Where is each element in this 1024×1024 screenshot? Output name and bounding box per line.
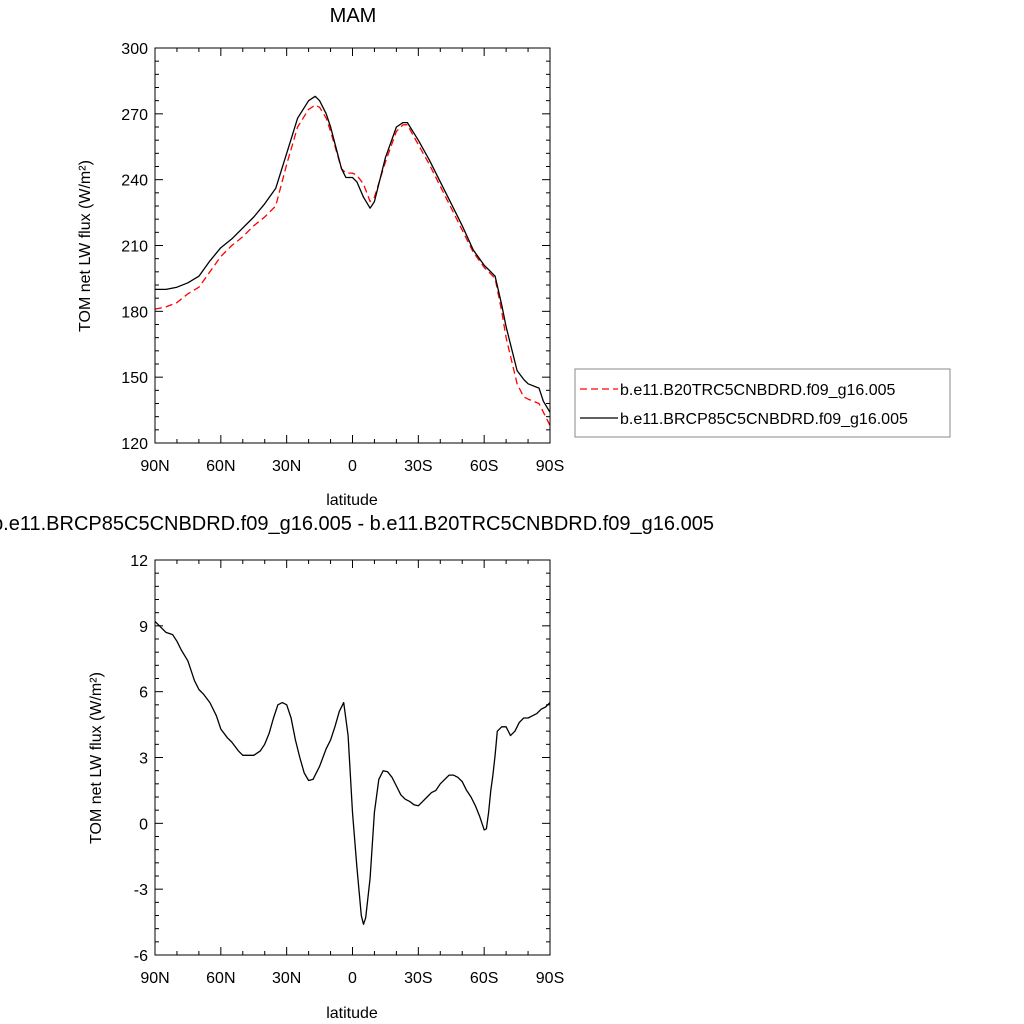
bottom-x-axis-title: latitude	[326, 1005, 378, 1022]
bottom-series-lines	[154, 620, 551, 925]
bottom-y-tick-label: 9	[139, 619, 148, 636]
top-x-tick-label: 90S	[536, 458, 564, 475]
legend-label-series-2: b.e11.BRCP85C5CNBDRD.f09_g16.005	[620, 411, 908, 428]
top-panel: MAM TOM net LW flux (W/m²) 120 150 180 210 2…	[77, 5, 951, 509]
bottom-y-tick-label: 12	[130, 553, 148, 570]
top-y-tick-label: 120	[121, 436, 148, 453]
bottom-x-ticks: 90N 60N 30N 0 30S 60S 90S	[140, 560, 564, 987]
bottom-y-tick-label: -6	[134, 948, 148, 965]
top-x-tick-label: 30S	[404, 458, 432, 475]
top-series-line-1	[154, 104, 551, 426]
bottom-y-axis-title: TOM net LW flux (W/m²)	[88, 672, 105, 844]
top-y-tick-label: 270	[121, 107, 148, 124]
bottom-y-tick-label: -3	[134, 882, 148, 899]
bottom-series-line-1	[154, 620, 551, 925]
bottom-x-tick-label: 30S	[404, 970, 432, 987]
top-x-tick-label: 90N	[140, 458, 169, 475]
bottom-x-tick-label: 0	[348, 970, 357, 987]
bottom-x-tick-label: 30N	[272, 970, 301, 987]
top-series-line-2	[155, 95, 551, 413]
bottom-y-tick-label: 6	[139, 685, 148, 702]
top-x-tick-label: 60N	[206, 458, 235, 475]
top-y-tick-label: 180	[121, 304, 148, 321]
top-chart-title: MAM	[330, 5, 377, 27]
bottom-x-tick-label: 90S	[536, 970, 564, 987]
legend-label-series-1: b.e11.B20TRC5CNBDRD.f09_g16.005	[620, 382, 896, 399]
top-y-tick-label: 300	[121, 41, 148, 58]
top-x-tick-label: 30N	[272, 458, 301, 475]
bottom-x-tick-label: 60S	[470, 970, 498, 987]
top-y-tick-label: 240	[121, 173, 148, 190]
top-plot-frame	[154, 47, 551, 444]
top-y-tick-label: 210	[121, 239, 148, 256]
top-x-tick-label: 0	[348, 458, 357, 475]
bottom-y-tick-label: 3	[139, 751, 148, 768]
legend-box	[574, 368, 951, 438]
top-y-axis-title: TOM net LW flux (W/m²)	[77, 160, 94, 332]
top-x-axis-title: latitude	[326, 492, 378, 509]
top-y-ticks: 120 150 180 210 240 270 300	[121, 41, 550, 453]
bottom-chart-title: b.e11.BRCP85C5CNBDRD.f09_g16.005 - b.e11…	[0, 513, 714, 535]
top-series-lines	[154, 95, 551, 426]
bottom-panel: b.e11.BRCP85C5CNBDRD.f09_g16.005 - b.e11…	[0, 513, 714, 1022]
top-x-ticks: 90N 60N 30N 0 30S 60S 90S	[140, 48, 564, 475]
bottom-x-tick-label: 60N	[206, 970, 235, 987]
bottom-y-ticks: -6 -3 0 3 6 9 12	[130, 553, 550, 965]
bottom-y-tick-label: 0	[139, 816, 148, 833]
bottom-x-tick-label: 90N	[140, 970, 169, 987]
top-y-tick-label: 150	[121, 370, 148, 387]
bottom-plot-frame	[154, 559, 551, 956]
legend: b.e11.B20TRC5CNBDRD.f09_g16.005 b.e11.BR…	[574, 368, 951, 438]
top-x-tick-label: 60S	[470, 458, 498, 475]
